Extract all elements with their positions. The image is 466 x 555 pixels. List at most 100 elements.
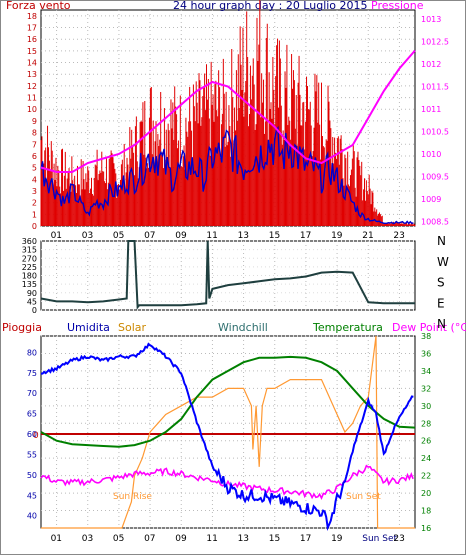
humidity-line [40,342,414,532]
pressure-y-tick: 1008.5 [421,218,449,227]
wind-y-tick: 3 [32,187,37,196]
wind-y-tick: 11 [27,94,37,103]
pressure-y-tick: 1011.5 [421,83,449,92]
wind-x-tick: 13 [238,231,249,241]
temperature-y-tick: 24 [421,454,431,463]
humidity-y-tick: 65 [27,410,37,419]
dew-point-label: Dew Point (°C) [392,321,466,334]
wind-y-tick: 14 [27,59,37,68]
wind-y-tick: 4 [32,175,37,184]
wind-y-tick: 2 [32,199,37,208]
direction-compass-label: N [437,317,446,331]
temperature-y-tick: 20 [421,489,431,498]
direction-y-tick: 45 [27,297,37,306]
humidity-y-tick: 40 [27,512,37,521]
humidity-y-tick: 45 [27,491,37,500]
windchill-label: Windchill [218,321,268,334]
wind-y-tick: 12 [27,82,37,91]
pressure-y-tick: 1010 [421,150,441,159]
humidity-label: Umidita [67,321,110,334]
dew-point-line [40,464,414,501]
sun-set-label: Sun Set [346,492,381,502]
pressure-y-tick: 1013 [421,15,441,24]
wind-x-tick: 11 [206,231,217,241]
direction-y-tick: 270 [22,254,37,263]
climate-x-tick: 19 [331,534,343,544]
direction-y-tick: 315 [22,246,37,255]
climate-x-tick: 23 [393,534,404,544]
pressure-y-tick: 1011 [421,105,441,114]
temperature-y-tick: 22 [421,472,431,481]
wind-y-tick: 10 [27,105,37,114]
wind-gust-line [40,125,414,225]
graph-title: 24 hour graph day : 20 Luglio 2015 [173,0,368,12]
rain-label: Pioggia [2,321,42,334]
climate-x-tick: 01 [51,534,62,544]
wind-x-tick: 21 [362,231,373,241]
humidity-y-tick: 75 [27,369,37,378]
pressure-y-tick: 1012 [421,60,441,69]
wind-y-tick: 6 [32,152,37,161]
sun-rise-label: Sun Rise [113,492,152,502]
temperature-y-tick: 38 [421,332,431,341]
humidity-y-tick: 60 [27,430,37,439]
wind-x-tick: 15 [269,231,280,241]
wind-x-tick: 07 [144,231,155,241]
wind-x-tick: 09 [175,231,187,241]
wind-y-tick: 5 [32,164,37,173]
climate-x-tick: 05 [113,534,124,544]
wind-x-tick: 19 [331,231,343,241]
wind-y-tick: 8 [32,129,37,138]
climate-x-tick: 07 [144,534,155,544]
rain-value-label: 0 [33,431,39,441]
wind-x-tick: 05 [113,231,124,241]
humidity-y-tick: 70 [27,389,37,398]
temperature-y-tick: 32 [421,384,431,393]
temperature-y-tick: 16 [421,524,431,533]
direction-compass-label: N [437,234,446,248]
pressure-line [40,49,416,173]
wind-force-label: Forza vento [6,0,71,12]
pressure-label: Pressione [371,0,424,12]
direction-y-tick: 90 [27,289,37,298]
temperature-y-tick: 26 [421,437,431,446]
pressure-y-tick: 1010.5 [421,128,449,137]
direction-y-tick: 0 [32,306,37,315]
climate-x-tick: 11 [206,534,217,544]
wind-y-tick: 16 [27,35,37,44]
direction-y-tick: 360 [22,237,37,246]
direction-y-tick: 135 [22,280,37,289]
temperature-y-tick: 28 [421,419,431,428]
humidity-y-tick: 55 [27,450,37,459]
solar-label: Solar [118,321,147,334]
direction-compass-label: E [437,296,445,310]
climate-x-tick: 09 [175,534,187,544]
climate-x-tick: 15 [269,534,280,544]
direction-compass-label: S [437,276,445,290]
humidity-y-tick: 80 [27,348,37,357]
temperature-line [40,355,416,448]
chart-marks: 01 03 05 07 09 11 13 15 17 19 21 230123456789101112… [22,0,449,544]
temperature-y-tick: 18 [421,507,431,516]
wind-y-tick: 13 [27,70,37,79]
wind-y-tick: 1 [32,210,37,219]
climate-x-tick: 03 [82,534,93,544]
climate-x-tick: 17 [300,534,311,544]
temperature-label: Temperatura [312,321,383,334]
pressure-y-tick: 1012.5 [421,38,449,47]
pressure-y-tick: 1009.5 [421,173,449,182]
direction-line [40,240,415,310]
temperature-y-tick: 34 [421,367,431,376]
temperature-y-tick: 30 [421,402,431,411]
pressure-y-tick: 1009 [421,195,441,204]
wind-y-tick: 7 [32,140,37,149]
wind-y-tick: 18 [27,12,37,21]
wind-x-tick: 17 [300,231,311,241]
wind-y-tick: 0 [32,222,37,231]
direction-y-tick: 180 [22,272,37,281]
wind-y-tick: 15 [27,47,37,56]
direction-compass-label: W [437,255,449,269]
